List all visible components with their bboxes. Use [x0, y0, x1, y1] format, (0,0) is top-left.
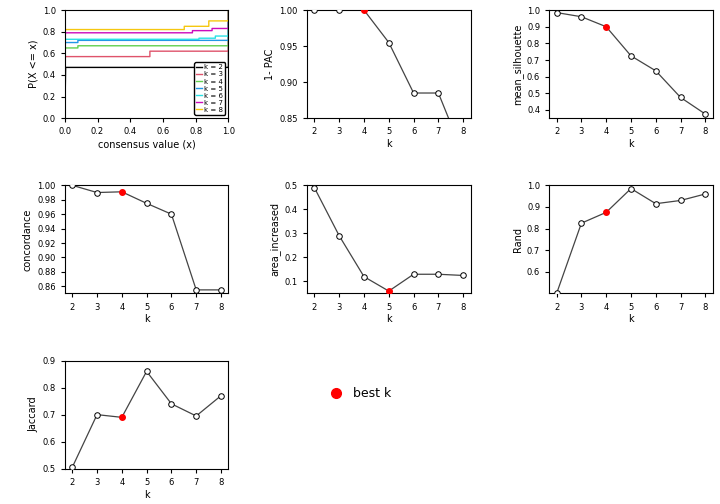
- Y-axis label: concordance: concordance: [23, 208, 33, 271]
- X-axis label: k: k: [144, 489, 150, 499]
- X-axis label: k: k: [628, 139, 634, 149]
- X-axis label: consensus value (x): consensus value (x): [98, 139, 196, 149]
- Y-axis label: mean_silhouette: mean_silhouette: [512, 24, 523, 105]
- X-axis label: k: k: [628, 314, 634, 324]
- Y-axis label: Jaccard: Jaccard: [28, 397, 38, 432]
- X-axis label: k: k: [386, 314, 392, 324]
- Y-axis label: area_increased: area_increased: [269, 203, 281, 276]
- X-axis label: k: k: [386, 139, 392, 149]
- Y-axis label: Rand: Rand: [513, 227, 523, 252]
- Y-axis label: 1- PAC: 1- PAC: [265, 48, 275, 80]
- Text: best k: best k: [353, 387, 391, 400]
- Legend: k = 2, k = 3, k = 4, k = 5, k = 6, k = 7, k = 8: k = 2, k = 3, k = 4, k = 5, k = 6, k = 7…: [194, 62, 225, 115]
- Y-axis label: P(X <= x): P(X <= x): [28, 40, 38, 88]
- X-axis label: k: k: [144, 314, 150, 324]
